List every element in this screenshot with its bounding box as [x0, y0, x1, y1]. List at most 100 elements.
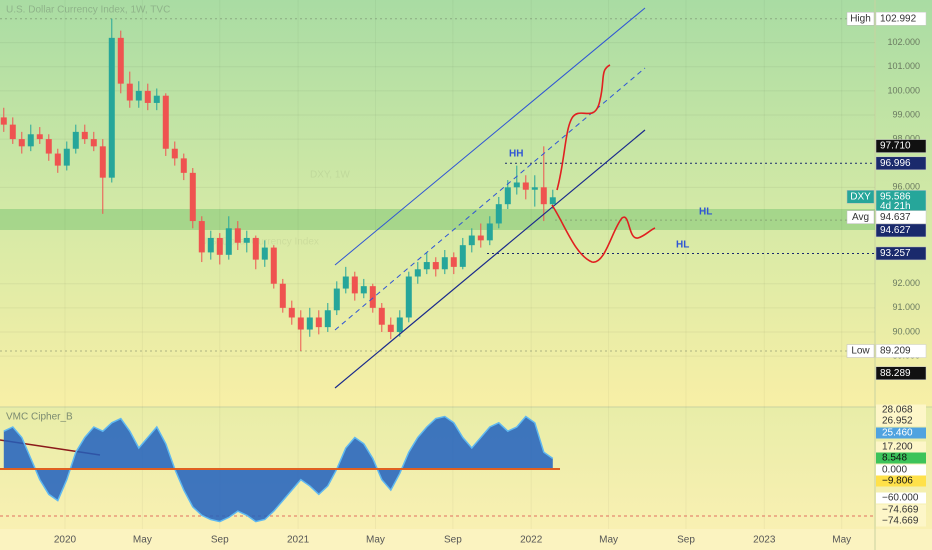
x-tick-label: 2023 — [753, 535, 776, 546]
candle-body — [378, 307, 385, 325]
indicator-badge — [876, 441, 926, 453]
y-tick-label: 98.000 — [892, 133, 920, 143]
watermark: DXY, 1W — [310, 170, 350, 181]
price-tag: Low — [851, 346, 870, 357]
candle-body — [171, 148, 178, 159]
price-countdown: 4d 21h — [880, 201, 911, 212]
candle-body — [450, 257, 457, 267]
candle-body — [414, 269, 421, 277]
candle-body — [504, 187, 511, 205]
indicator-badge-label: −60.000 — [882, 493, 919, 504]
candle-body — [513, 182, 520, 188]
indicator-title: VMC Cipher_B — [6, 412, 73, 423]
price-badge-label: 95.586 — [880, 191, 911, 202]
candle-body — [495, 204, 502, 224]
y-tick-label: 96.000 — [892, 182, 920, 192]
candle-body — [432, 262, 439, 270]
candle-body — [531, 187, 538, 190]
price-tag-box — [846, 12, 875, 26]
price-badge-label: 93.257 — [880, 248, 911, 259]
annotation: HH — [509, 149, 523, 160]
time-axis — [0, 529, 932, 550]
price-tag-box — [846, 190, 875, 204]
x-tick-label: Sep — [211, 535, 229, 546]
candle-body — [477, 235, 484, 241]
candle-body — [360, 286, 367, 294]
annotation: HL — [676, 240, 689, 251]
indicator-badge — [876, 452, 926, 464]
candle-body — [234, 228, 241, 243]
candle-body — [216, 237, 223, 255]
candle-body — [63, 148, 70, 166]
indicator-badge-label: 0.000 — [882, 465, 907, 476]
candle-body — [297, 317, 304, 330]
price-badge — [875, 139, 927, 153]
annotation: HL — [699, 207, 712, 218]
price-tag: Avg — [852, 212, 869, 223]
candle-body — [225, 228, 232, 255]
price-tag: DXY — [850, 191, 871, 202]
indicator-badge-label: −9.806 — [882, 476, 913, 487]
candle-body — [54, 153, 61, 166]
price-badge-label: 102.992 — [880, 13, 917, 24]
x-tick-label: 2021 — [287, 535, 310, 546]
x-tick-label: Sep — [444, 535, 462, 546]
candle-body — [117, 37, 124, 84]
wave-area — [3, 416, 553, 522]
y-tick-label: 91.000 — [892, 302, 920, 312]
candle-body — [243, 237, 250, 243]
candle-body — [18, 139, 25, 147]
y-tick-label: 92.000 — [892, 278, 920, 288]
candle-body — [540, 187, 547, 205]
candle-body — [72, 131, 79, 149]
candle-body — [207, 237, 214, 253]
candle-body — [45, 139, 52, 154]
x-tick-label: 2022 — [520, 535, 543, 546]
x-tick-label: Sep — [677, 535, 695, 546]
channel-mid — [334, 67, 646, 331]
candle-body — [288, 307, 295, 318]
watermark-sub: U.S. Dollar Currency Index — [200, 237, 319, 248]
candle-body — [180, 158, 187, 173]
indicator-badge-label: 8.548 — [882, 453, 907, 464]
price-tag-box — [846, 210, 875, 224]
y-tick-label: 102.000 — [887, 37, 920, 47]
candle-body — [279, 283, 286, 308]
indicator-badge — [876, 427, 926, 439]
price-badge-label: 96.996 — [880, 158, 911, 169]
candle-body — [189, 172, 196, 222]
candle-body — [306, 317, 313, 330]
indicator-badge — [876, 464, 926, 476]
candle-body — [423, 262, 430, 270]
channel-lower — [334, 129, 646, 389]
price-badge-label: 89.209 — [880, 346, 911, 357]
candle-body — [270, 247, 277, 284]
candle-body — [369, 286, 376, 308]
indicator-badge — [876, 515, 926, 527]
candle-body — [162, 95, 169, 149]
candle-body — [135, 90, 142, 101]
candle-body — [36, 134, 43, 140]
y-tick-label: 99.000 — [892, 109, 920, 119]
candle-body — [486, 223, 493, 241]
y-tick-label: 90.000 — [892, 326, 920, 336]
candle-body — [153, 95, 160, 103]
y-tick-label: 101.000 — [887, 61, 920, 71]
price-badge — [875, 223, 927, 238]
indicator-badge — [876, 492, 926, 504]
candle-body — [324, 310, 331, 328]
candle-body — [99, 146, 106, 178]
wave-line — [3, 415, 554, 523]
indicator-badge — [876, 404, 926, 416]
candle-body — [522, 182, 529, 190]
candle-body — [27, 134, 34, 147]
candle-body — [333, 288, 340, 311]
indicator-badge-label: −74.669 — [882, 505, 919, 516]
projection-up — [556, 64, 611, 191]
x-tick-label: May — [133, 535, 152, 546]
price-badge-label: 94.637 — [880, 212, 911, 223]
candle-body — [198, 221, 205, 253]
price-tag-box — [846, 344, 875, 358]
indicator-badge-label: 17.200 — [882, 442, 913, 453]
